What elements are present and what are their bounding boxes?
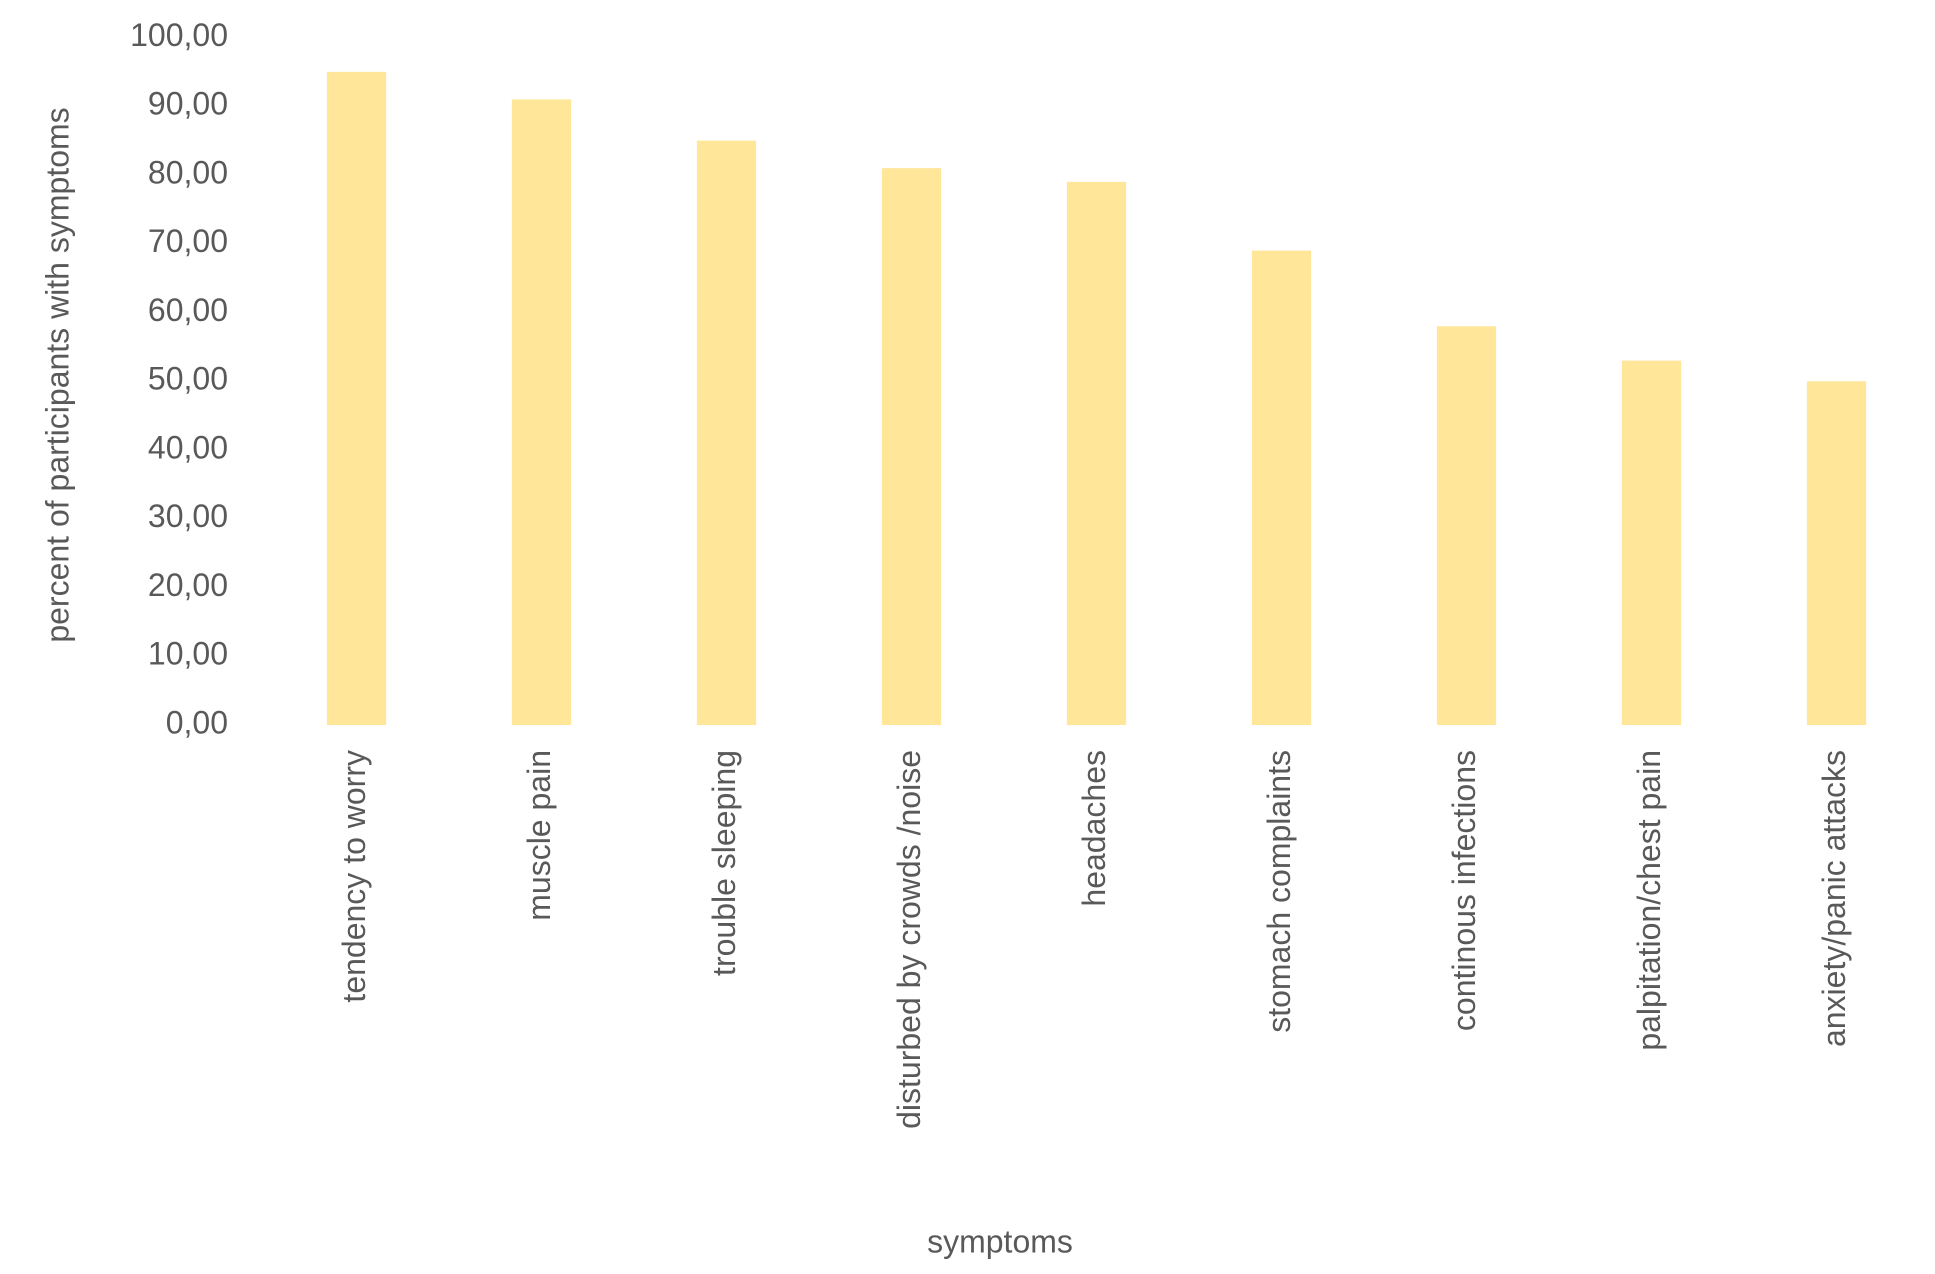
bar — [696, 140, 757, 725]
y-tick-label: 40,00 — [148, 429, 228, 465]
x-tick-label: palpitation/chest pain — [1631, 750, 1667, 1051]
y-tick-label: 100,00 — [130, 17, 228, 53]
y-tick-label: 30,00 — [148, 498, 228, 534]
x-tick-label: continous infections — [1446, 750, 1482, 1031]
x-axis-title: symptoms — [927, 1223, 1073, 1259]
y-tick-label: 70,00 — [148, 223, 228, 259]
bar — [1621, 360, 1682, 725]
x-tick-label: trouble sleeping — [706, 750, 742, 976]
bar — [511, 99, 572, 725]
y-tick-label: 0,00 — [166, 704, 228, 740]
y-tick-label: 10,00 — [148, 636, 228, 672]
bar — [1436, 326, 1497, 725]
y-tick-label: 80,00 — [148, 154, 228, 190]
y-axis-title: percent of participants with symptoms — [39, 107, 75, 642]
x-tick-label: stomach complaints — [1261, 750, 1297, 1033]
y-tick-label: 50,00 — [148, 361, 228, 397]
y-tick-label: 20,00 — [148, 567, 228, 603]
x-tick-label: headaches — [1076, 750, 1112, 907]
bar — [326, 71, 387, 725]
x-tick-label: tendency to worry — [336, 750, 372, 1003]
x-tick-label: disturbed by crowds /noise — [891, 750, 927, 1129]
bar — [881, 168, 942, 725]
x-tick-label: muscle pain — [521, 750, 557, 921]
bar — [1066, 181, 1127, 725]
x-tick-label: anxiety/panic attacks — [1816, 750, 1852, 1047]
bar — [1251, 250, 1312, 725]
bar — [1806, 381, 1867, 725]
y-tick-label: 90,00 — [148, 86, 228, 122]
y-tick-label: 60,00 — [148, 292, 228, 328]
